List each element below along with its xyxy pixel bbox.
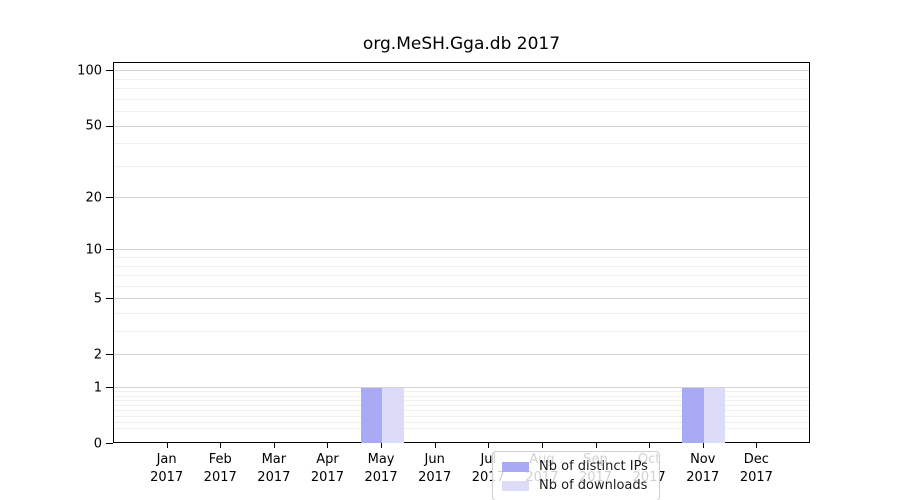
y-minor-gridline bbox=[114, 410, 809, 412]
y-major-gridline bbox=[114, 125, 809, 127]
x-tick-mark bbox=[381, 443, 383, 448]
y-tick-label: 2 bbox=[93, 347, 102, 363]
x-tick-mark bbox=[273, 443, 275, 448]
y-major-gridline bbox=[114, 298, 809, 300]
legend-swatch-distinct-ips bbox=[502, 461, 529, 472]
y-minor-gridline bbox=[114, 78, 809, 80]
y-minor-gridline bbox=[114, 391, 809, 393]
x-tick-mark bbox=[756, 443, 758, 448]
legend-item-downloads: Nb of downloads bbox=[502, 476, 651, 495]
y-tick-label: 100 bbox=[77, 63, 102, 79]
y-minor-gridline bbox=[114, 285, 809, 287]
chart-title: org.MeSH.Gga.db 2017 bbox=[362, 34, 561, 54]
x-tick-label: Jan 2017 bbox=[150, 452, 184, 485]
x-tick-label: Feb 2017 bbox=[203, 452, 237, 485]
y-minor-gridline bbox=[114, 405, 809, 407]
x-tick-mark bbox=[166, 443, 168, 448]
y-tick-mark bbox=[106, 387, 113, 389]
y-minor-gridline bbox=[114, 98, 809, 100]
y-minor-gridline bbox=[114, 331, 809, 333]
y-minor-gridline bbox=[114, 111, 809, 113]
x-tick-mark bbox=[327, 443, 329, 448]
y-minor-gridline bbox=[114, 143, 809, 145]
y-minor-gridline bbox=[114, 428, 809, 430]
legend: Nb of distinct IPs Nb of downloads bbox=[492, 451, 660, 500]
y-tick-label: 10 bbox=[85, 242, 102, 258]
y-minor-gridline bbox=[114, 88, 809, 90]
y-tick-mark bbox=[106, 249, 113, 251]
x-tick-label: Mar 2017 bbox=[257, 452, 291, 485]
legend-label-distinct-ips: Nb of distinct IPs bbox=[539, 459, 648, 474]
y-tick-label: 20 bbox=[85, 190, 102, 206]
y-tick-mark bbox=[106, 443, 113, 444]
y-major-gridline bbox=[114, 70, 809, 72]
bar-downloads bbox=[382, 388, 404, 443]
bar-distinct-ips bbox=[682, 388, 704, 443]
x-tick-mark bbox=[488, 443, 490, 448]
y-tick-mark bbox=[106, 125, 113, 127]
y-tick-label: 5 bbox=[93, 291, 102, 307]
grid-layer bbox=[114, 63, 809, 442]
y-major-gridline bbox=[114, 387, 809, 389]
x-tick-label: Jun 2017 bbox=[418, 452, 452, 485]
bar-distinct-ips bbox=[360, 388, 383, 443]
y-minor-gridline bbox=[114, 165, 809, 167]
y-minor-gridline bbox=[114, 257, 809, 259]
x-tick-mark bbox=[649, 443, 651, 448]
y-tick-mark bbox=[106, 197, 113, 199]
y-tick-label: 50 bbox=[85, 118, 102, 134]
bar-layer bbox=[114, 63, 809, 443]
bar-downloads bbox=[703, 388, 726, 443]
y-minor-gridline bbox=[114, 400, 809, 402]
x-tick-label: May 2017 bbox=[364, 452, 398, 485]
y-minor-gridline bbox=[114, 313, 809, 315]
y-major-gridline bbox=[114, 354, 809, 356]
y-major-gridline bbox=[114, 249, 809, 251]
y-major-gridline bbox=[114, 197, 809, 199]
x-tick-mark bbox=[541, 443, 543, 448]
x-tick-mark bbox=[220, 443, 222, 448]
legend-swatch-downloads bbox=[502, 480, 529, 491]
y-tick-label: 0 bbox=[93, 436, 102, 451]
legend-label-downloads: Nb of downloads bbox=[539, 478, 648, 493]
y-minor-gridline bbox=[114, 421, 809, 423]
y-tick-label: 1 bbox=[93, 380, 102, 396]
x-tick-label: Apr 2017 bbox=[310, 452, 344, 485]
y-tick-mark bbox=[106, 354, 113, 356]
x-tick-mark bbox=[702, 443, 704, 448]
y-minor-gridline bbox=[114, 415, 809, 417]
y-minor-gridline bbox=[114, 395, 809, 397]
x-tick-label: Nov 2017 bbox=[686, 452, 720, 485]
x-tick-mark bbox=[595, 443, 597, 448]
y-minor-gridline bbox=[114, 265, 809, 267]
y-minor-gridline bbox=[114, 275, 809, 277]
x-tick-label: Dec 2017 bbox=[739, 452, 773, 485]
x-tick-mark bbox=[434, 443, 436, 448]
plot-area: Nb of distinct IPs Nb of downloads bbox=[113, 62, 810, 500]
legend-item-distinct-ips: Nb of distinct IPs bbox=[502, 457, 651, 476]
y-tick-mark bbox=[106, 70, 113, 72]
y-tick-mark bbox=[106, 298, 113, 300]
